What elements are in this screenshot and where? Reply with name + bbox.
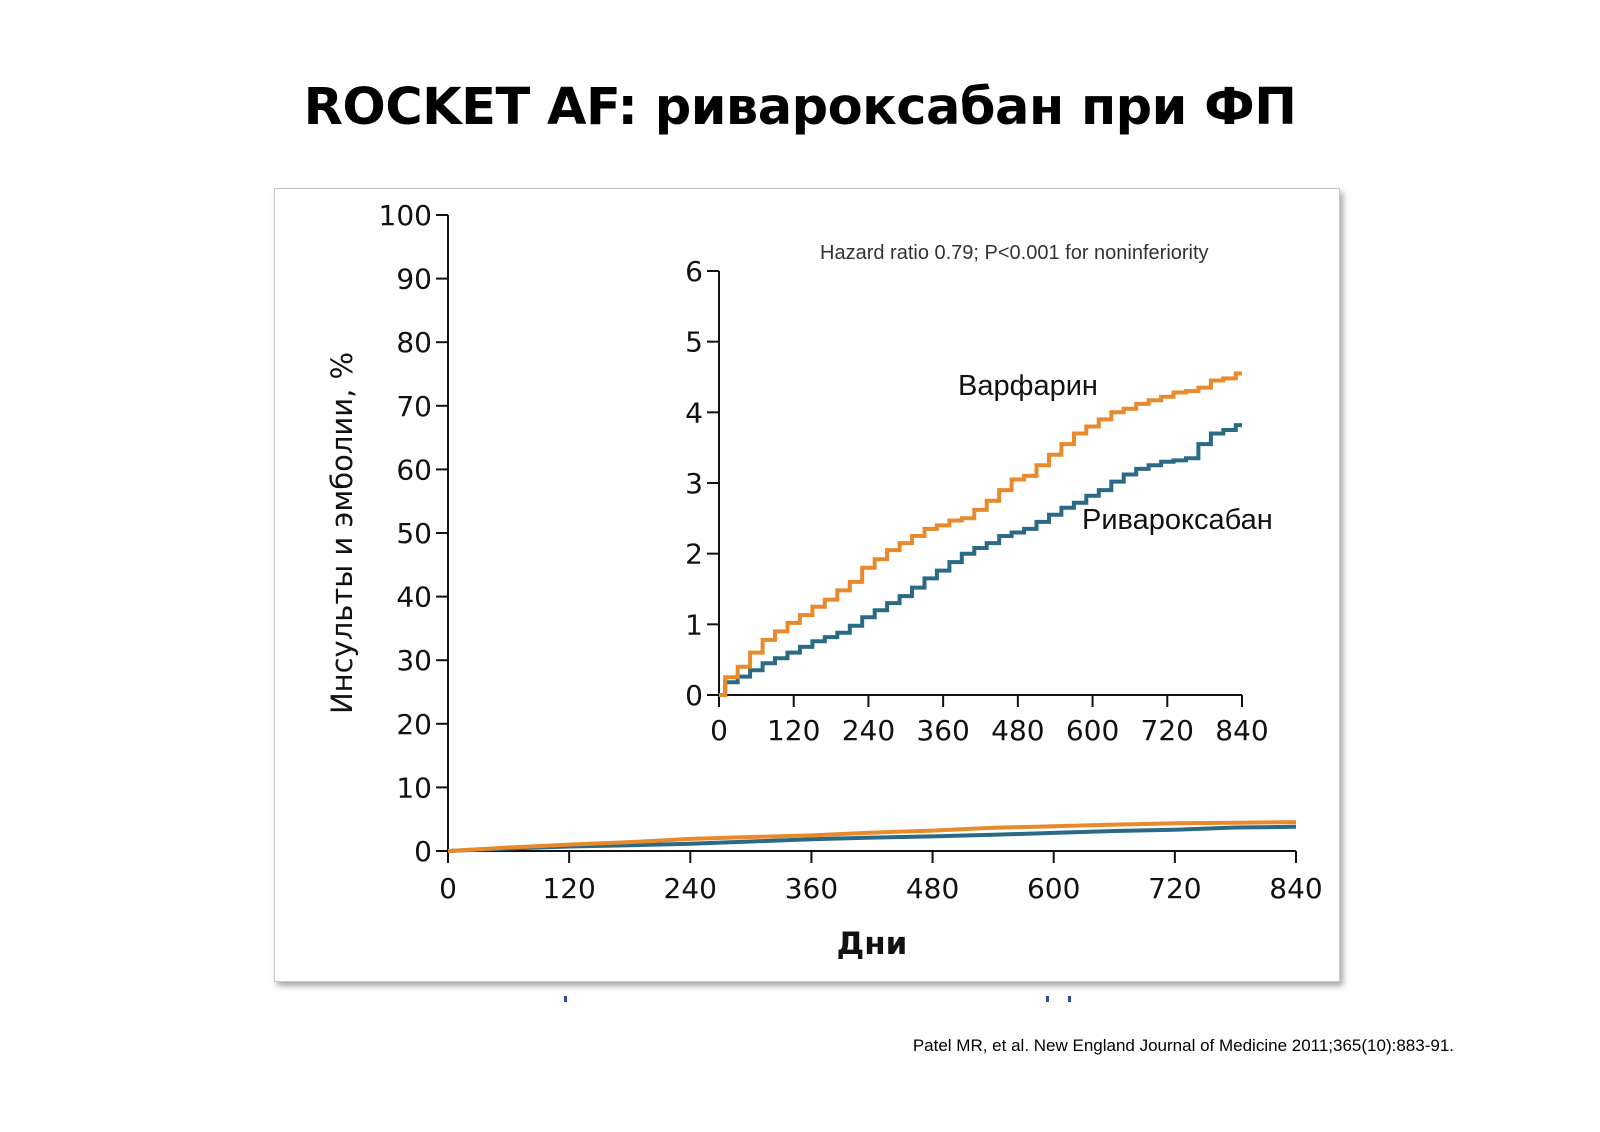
inset-x-tick-label: 600 <box>1066 714 1119 747</box>
inset-x-tick-label: 360 <box>916 714 969 747</box>
inset-series-label-rivaroxaban: Ривароксабан <box>1082 504 1273 536</box>
figure-panel: 0 10 20 30 40 50 60 70 80 90 100 0 120 240 360 480 600 72… <box>274 188 1340 982</box>
main-y-tick-label: 10 <box>396 771 432 804</box>
main-y-tick-label: 50 <box>396 517 432 550</box>
main-x-tick-label: 480 <box>906 872 959 905</box>
slide-title: ROCKET AF: ривароксабан при ФП <box>303 78 1297 137</box>
main-y-tick-label: 60 <box>396 453 432 486</box>
blue-mark <box>1046 996 1049 1002</box>
inset-series-warfarin <box>719 371 1242 697</box>
main-y-tick-label: 80 <box>396 326 432 359</box>
main-x-tick-label: 240 <box>664 872 717 905</box>
citation: Patel MR, et al. New England Journal of … <box>912 1036 1454 1055</box>
main-x-tick-label: 360 <box>785 872 838 905</box>
main-y-tick-label: 30 <box>396 644 432 677</box>
main-y-tick-label: 40 <box>396 581 432 614</box>
inset-x-tick-label: 120 <box>767 714 820 747</box>
main-x-tick-label: 0 <box>439 872 457 905</box>
inset-x-tick-label: 840 <box>1215 714 1268 747</box>
main-x-tick-label: 120 <box>542 872 595 905</box>
inset-series-rivaroxaban <box>719 423 1242 697</box>
main-y-axis-label: Инсульты и эмболии, % <box>325 352 359 714</box>
main-y-tick-label: 100 <box>379 199 432 232</box>
main-x-tick-label: 600 <box>1027 872 1080 905</box>
main-y-tick-label: 70 <box>396 390 432 423</box>
main-x-tick-label: 720 <box>1148 872 1201 905</box>
inset-y-tick-label: 4 <box>685 396 703 429</box>
inset-annotation: Hazard ratio 0.79; P<0.001 for noninferi… <box>820 242 1209 264</box>
main-series-rivaroxaban <box>447 824 1297 853</box>
inset-x-tick-label: 720 <box>1141 714 1194 747</box>
inset-y-tick-label: 3 <box>685 467 703 500</box>
blue-mark <box>1068 996 1071 1002</box>
inset-x-tick-label: 480 <box>991 714 1044 747</box>
main-y-tick-label: 0 <box>414 835 432 868</box>
inset-x-tick-label: 0 <box>710 714 728 747</box>
inset-series-label-warfarin: Варфарин <box>958 370 1098 402</box>
inset-chart: 0 1 2 3 4 5 6 0 120 240 360 480 600 720 840 Hazard rati… <box>685 242 1273 747</box>
main-y-tick-label: 20 <box>396 708 432 741</box>
main-y-tick-label: 90 <box>396 263 432 296</box>
inset-y-tick-label: 6 <box>685 255 703 288</box>
inset-y-tick-label: 0 <box>685 679 703 712</box>
inset-x-tick-label: 240 <box>842 714 895 747</box>
inset-y-tick-label: 1 <box>685 608 703 641</box>
main-x-axis-label: Дни <box>837 926 908 962</box>
inset-y-tick-label: 5 <box>685 326 703 359</box>
main-x-tick-label: 840 <box>1269 872 1322 905</box>
blue-mark <box>564 996 567 1002</box>
inset-y-tick-label: 2 <box>685 538 703 571</box>
main-series-warfarin <box>447 820 1297 853</box>
